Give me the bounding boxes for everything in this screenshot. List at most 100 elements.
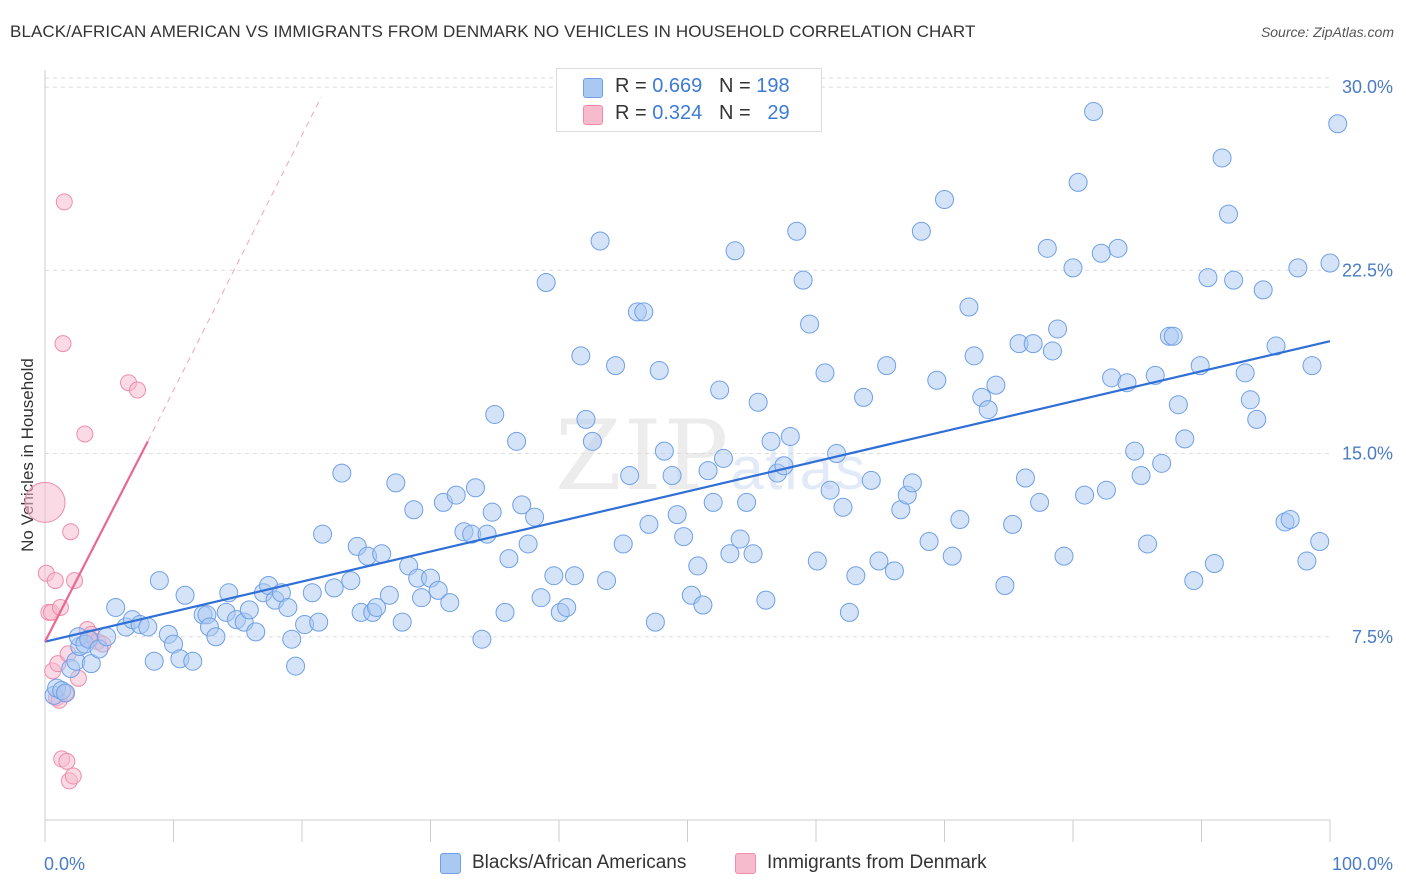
black-point xyxy=(639,514,659,534)
black-point xyxy=(1310,531,1330,551)
black-points xyxy=(44,102,1348,705)
black-point xyxy=(536,273,556,293)
black-point xyxy=(404,500,424,520)
x-tick-label: 100.0% xyxy=(1332,854,1393,874)
black-point xyxy=(1108,238,1128,258)
black-point xyxy=(995,575,1015,595)
black-point xyxy=(97,627,117,647)
black-point xyxy=(1297,551,1317,571)
black-point xyxy=(839,602,859,622)
black-point xyxy=(278,597,298,617)
black-point xyxy=(495,602,515,622)
correlation-stats-box: R = 0.669 N = 198 R = 0.324 N = 29 xyxy=(556,68,822,132)
black-point xyxy=(1224,270,1244,290)
black-point xyxy=(613,534,633,554)
black-point xyxy=(1280,510,1300,530)
denmark-points xyxy=(24,193,147,790)
black-point xyxy=(884,561,904,581)
black-point xyxy=(634,302,654,322)
black-point xyxy=(499,549,519,569)
black-point xyxy=(557,597,577,617)
black-point xyxy=(1320,253,1340,273)
black-point xyxy=(662,466,682,486)
black-point xyxy=(710,380,730,400)
black-point xyxy=(720,544,740,564)
black-point xyxy=(144,651,164,671)
black-point xyxy=(324,578,344,598)
black-point xyxy=(379,585,399,605)
denmark-point xyxy=(55,193,73,211)
denmark-trend-line xyxy=(44,440,149,643)
black-point xyxy=(81,654,101,674)
blue-n-label: N = xyxy=(718,75,751,97)
black-point xyxy=(446,485,466,505)
black-point xyxy=(332,463,352,483)
black-point xyxy=(1015,468,1035,488)
black-point xyxy=(206,627,226,647)
chart-legend: Blacks/African Americans Immigrants from… xyxy=(0,852,1406,878)
chart-title: BLACK/AFRICAN AMERICAN VS IMMIGRANTS FRO… xyxy=(10,22,976,41)
black-point xyxy=(703,492,723,512)
black-point xyxy=(341,571,361,591)
black-point xyxy=(1003,514,1023,534)
trend-lines xyxy=(44,96,1331,643)
black-point xyxy=(743,544,763,564)
black-point xyxy=(780,426,800,446)
black-point xyxy=(544,566,564,586)
black-point xyxy=(465,478,485,498)
black-point xyxy=(1084,102,1104,122)
black-point xyxy=(482,502,502,522)
black-point xyxy=(1131,466,1151,486)
black-point xyxy=(386,473,406,493)
black-point xyxy=(1184,571,1204,591)
black-point xyxy=(693,595,713,615)
black-point xyxy=(902,473,922,493)
black-point xyxy=(1302,356,1322,376)
black-point xyxy=(950,510,970,530)
black-point xyxy=(1152,453,1172,473)
black-point xyxy=(1023,334,1043,354)
black-point xyxy=(645,612,665,632)
black-point xyxy=(1266,336,1286,356)
black-point xyxy=(1048,319,1068,339)
black-point xyxy=(1235,363,1255,383)
pink-r-value: 0.324 xyxy=(652,102,703,124)
denmark-point xyxy=(54,335,72,353)
black-point xyxy=(869,551,889,571)
black-point xyxy=(531,588,551,608)
black-point xyxy=(282,629,302,649)
black-point xyxy=(667,505,687,525)
black-point xyxy=(597,571,617,591)
black-point xyxy=(935,189,954,209)
black-point xyxy=(1247,409,1267,429)
black-point xyxy=(1054,546,1074,566)
black-point xyxy=(959,297,979,317)
black-point xyxy=(756,590,776,610)
black-point xyxy=(313,524,333,544)
black-point xyxy=(737,492,757,512)
black-point xyxy=(149,571,169,591)
pink-r-label: R = xyxy=(615,102,647,124)
black-point xyxy=(239,600,259,620)
y-tick-label: 15.0% xyxy=(1342,444,1393,464)
black-point xyxy=(367,597,387,617)
black-point xyxy=(1163,326,1183,346)
black-point xyxy=(1212,148,1232,168)
blue-r-value: 0.669 xyxy=(652,75,703,97)
black-point xyxy=(392,612,412,632)
black-point xyxy=(183,651,203,671)
pink-n-value: 29 xyxy=(767,102,790,124)
black-point xyxy=(1253,280,1273,300)
blue-n-value: 198 xyxy=(756,75,790,97)
black-point xyxy=(748,392,768,412)
black-point xyxy=(620,466,640,486)
black-point xyxy=(1175,429,1195,449)
black-point xyxy=(1204,553,1224,573)
black-point xyxy=(698,461,718,481)
legend-swatch-pink xyxy=(735,853,756,874)
black-point xyxy=(654,441,674,461)
tick-labels: 7.5% 15.0% 22.5% 30.0% 0.0% 100.0% xyxy=(44,77,1393,874)
black-point xyxy=(800,314,820,334)
black-point xyxy=(106,597,126,617)
